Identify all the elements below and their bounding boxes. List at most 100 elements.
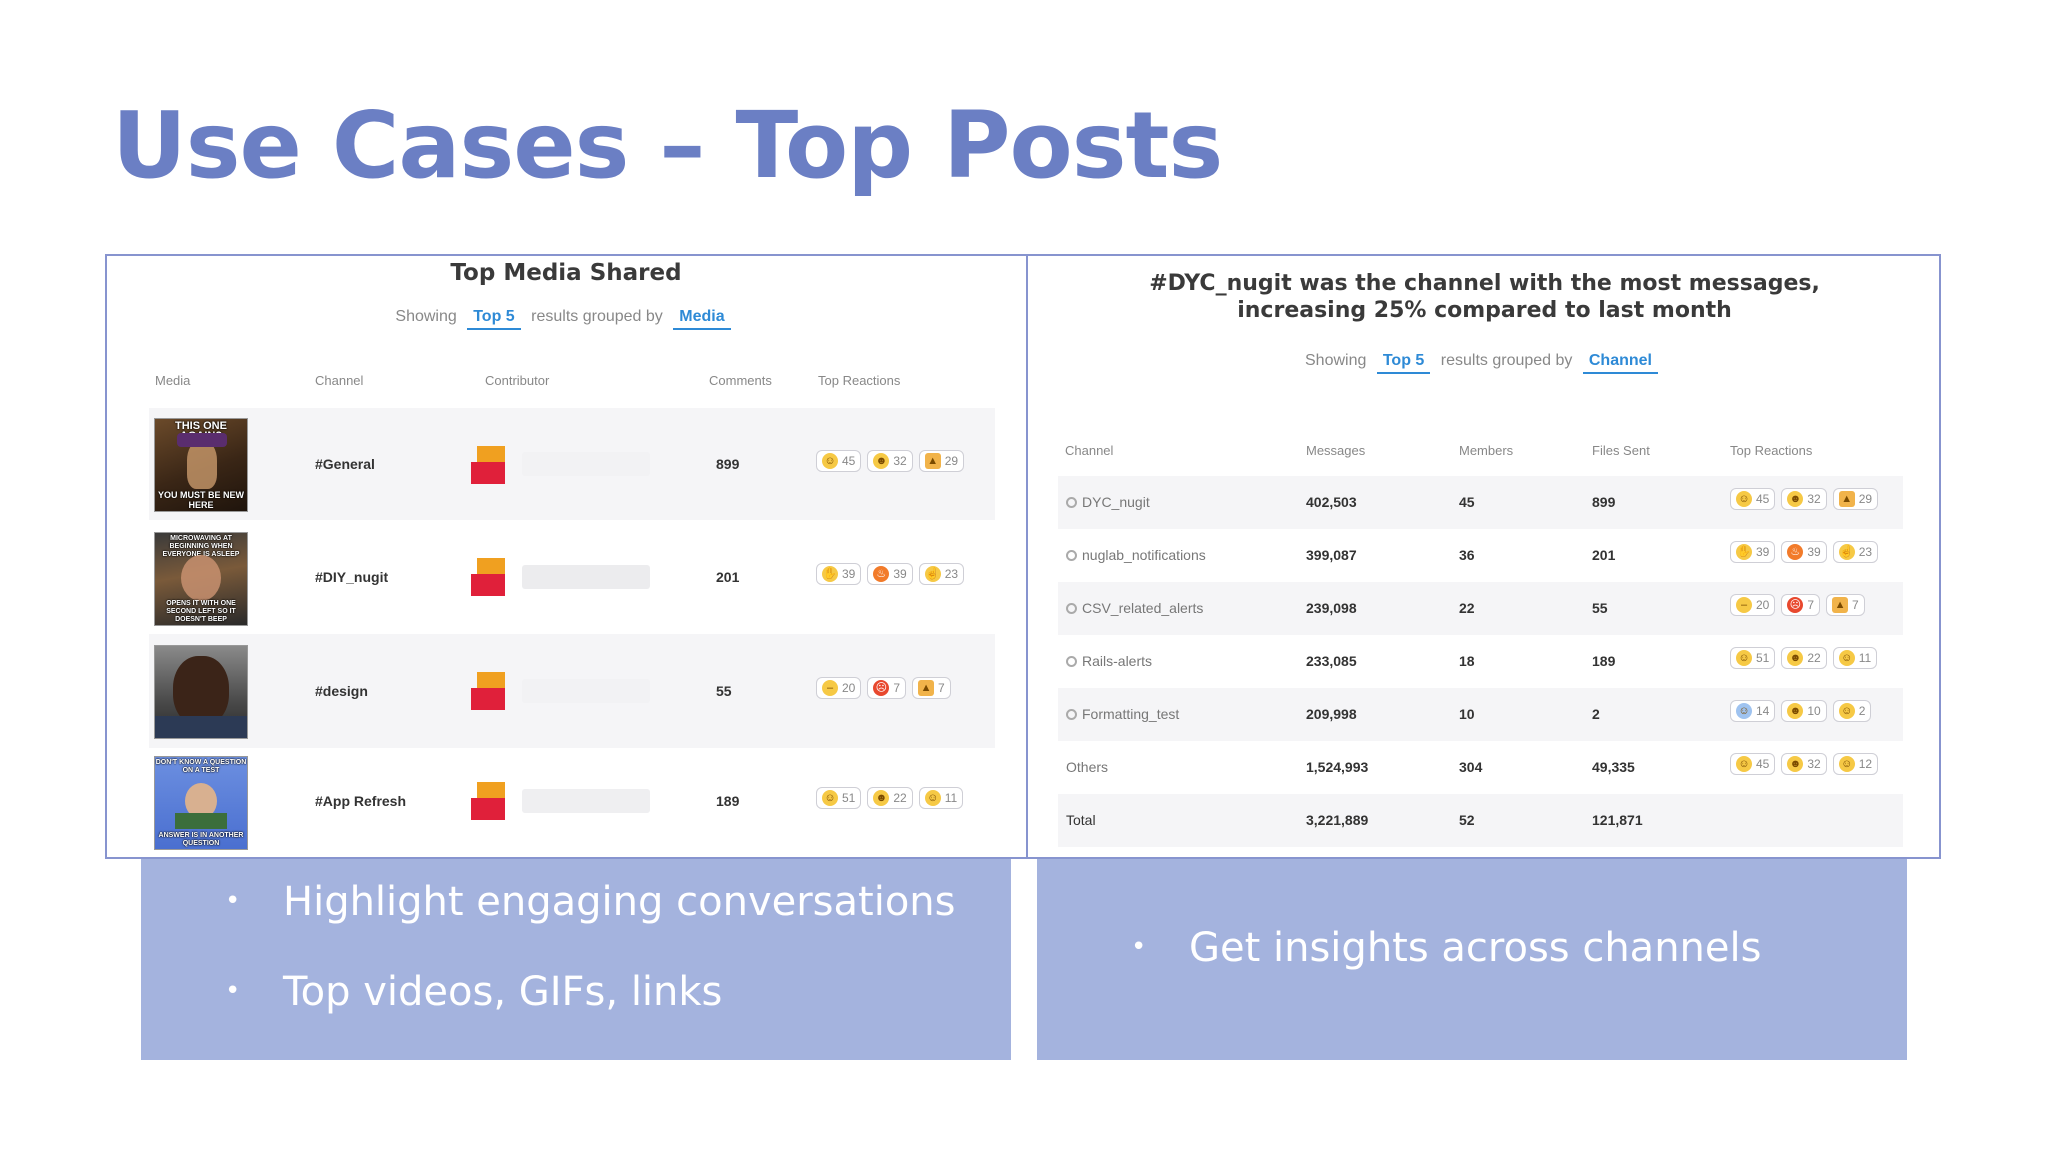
reaction-chip[interactable]: ☺ 51 (816, 787, 862, 809)
top-n-selector[interactable]: Top 5 (467, 308, 521, 330)
channel-name[interactable]: CSV_related_alerts (1066, 600, 1203, 616)
col-top-reactions-header: Top Reactions (1730, 443, 1813, 458)
group-by-selector[interactable]: Channel (1582, 352, 1658, 374)
channel-name[interactable]: #design (315, 683, 368, 699)
total-label: Total (1066, 812, 1096, 828)
reaction-chip[interactable]: ☻ 32 (1781, 488, 1827, 510)
angry-emoji-icon: ☹ (873, 680, 890, 696)
table-row[interactable]: Rails-alerts 233,085 18 189 ☺ 51 ☻ 22 ☺ 11 (1058, 635, 1903, 688)
channel-messages-panel: #DYC_nugit was the channel with the most… (1028, 256, 1941, 857)
reaction-chip[interactable]: ☺ 11 (1832, 647, 1878, 669)
reaction-chip[interactable]: ♨ 39 (1781, 541, 1827, 563)
contributor-avatar (471, 556, 513, 598)
media-thumbnail[interactable] (154, 645, 248, 739)
reaction-chip[interactable]: ▲ 7 (1826, 594, 1865, 616)
title-line-2: increasing 25% compared to last month (1237, 298, 1732, 323)
table-row[interactable]: Formatting_test 209,998 10 2 ☺ 14 ☻ 10 ☺ 2 (1058, 688, 1903, 741)
channel-icon (1066, 550, 1077, 561)
channel-messages-title: #DYC_nugit was the channel with the most… (1028, 270, 1941, 324)
channel-name[interactable]: Rails-alerts (1066, 653, 1152, 669)
reaction-chip[interactable]: ✋ 39 (1730, 541, 1776, 563)
reaction-chip[interactable]: ☻ 32 (1781, 753, 1827, 775)
fire-emoji-icon: ♨ (873, 566, 890, 582)
clapping-emoji-icon: ✋ (1736, 544, 1752, 560)
channel-name[interactable]: nuglab_notifications (1066, 547, 1206, 563)
reaction-chip[interactable]: –20 (816, 677, 862, 699)
col-media-header: Media (155, 373, 191, 388)
reaction-chip[interactable]: ▲ 7 (912, 677, 951, 699)
reaction-chip[interactable]: ☺ 11 (918, 787, 964, 809)
reaction-chip[interactable]: –20 (1730, 594, 1776, 616)
table-row[interactable]: MICROWAVING AT BEGINNING WHEN EVERYONE I… (149, 520, 995, 634)
channel-icon (1066, 709, 1077, 720)
messages-count: 239,098 (1306, 600, 1357, 616)
top-media-panel: Top Media Shared Showing Top 5 results g… (107, 256, 1025, 857)
bullet-dot-icon: • (225, 886, 241, 916)
channel-name[interactable]: Formatting_test (1066, 706, 1179, 722)
reaction-chip[interactable]: ☻ 10 (1781, 700, 1827, 722)
files-sent-count: 201 (1592, 547, 1616, 563)
table-row[interactable]: DON'T KNOW A QUESTION ON A TEST ANSWER I… (149, 748, 995, 858)
reaction-chip[interactable]: ☺ 45 (1730, 753, 1776, 775)
table-row[interactable]: DYC_nugit 402,503 45 899 ☺ 45 ☻ 32 ▲ 29 (1058, 476, 1903, 529)
group-by-selector[interactable]: Media (673, 308, 731, 330)
contributor-name-redacted (522, 452, 650, 476)
meme-caption-bottom: OPENS IT WITH ONE SECOND LEFT SO IT DOES… (166, 600, 236, 623)
praying-hands-emoji-icon: ▲ (918, 680, 935, 696)
contributor-avatar (471, 444, 513, 486)
showing-prefix: Showing (395, 308, 457, 325)
laughing-emoji-icon: ☺ (1736, 650, 1752, 666)
files-sent-count: 49,335 (1592, 759, 1635, 775)
top-n-selector[interactable]: Top 5 (1376, 352, 1431, 374)
channel-name[interactable]: DYC_nugit (1066, 494, 1150, 510)
reaction-chip[interactable]: ☺ 45 (1730, 488, 1776, 510)
reaction-chip[interactable]: ☺ 45 (816, 450, 862, 472)
reaction-chip[interactable]: ☝ 23 (918, 563, 965, 585)
nerd-emoji-icon: ☺ (924, 790, 941, 806)
channel-name[interactable]: #App Refresh (315, 793, 407, 809)
sunglasses-emoji-icon: ☻ (1787, 756, 1804, 772)
reaction-chip[interactable]: ☺ 51 (1730, 647, 1776, 669)
channel-name[interactable]: #General (315, 456, 375, 472)
laughing-emoji-icon: ☺ (1736, 491, 1752, 507)
reaction-chip[interactable]: ☻ 22 (867, 787, 913, 809)
reaction-chip[interactable]: ▲ 29 (918, 450, 965, 472)
media-thumbnail[interactable]: DON'T KNOW A QUESTION ON A TEST ANSWER I… (154, 756, 248, 850)
reaction-chip[interactable]: ☻ 32 (867, 450, 913, 472)
reaction-list: ✋ 39 ♨ 39 ☝ 23 (816, 563, 965, 585)
reaction-chip[interactable]: ♨ 39 (867, 563, 913, 585)
table-row[interactable]: CSV_related_alerts 239,098 22 55 –20 ☹ 7 … (1058, 582, 1903, 635)
messages-count: 233,085 (1306, 653, 1357, 669)
reaction-chip[interactable]: ☝ 23 (1832, 541, 1879, 563)
table-row[interactable]: THIS ONE AGAIN? YOU MUST BE NEW HERE #Ge… (149, 408, 995, 520)
contributor-name-redacted (522, 679, 650, 703)
members-count: 10 (1459, 706, 1475, 722)
channel-name[interactable]: #DIY_nugit (315, 569, 389, 585)
reaction-chip[interactable]: ▲ 29 (1832, 488, 1879, 510)
reaction-chip[interactable]: ✋ 39 (816, 563, 862, 585)
media-thumbnail[interactable]: MICROWAVING AT BEGINNING WHEN EVERYONE I… (154, 532, 248, 626)
sunglasses-emoji-icon: ☻ (1787, 491, 1804, 507)
grinning-emoji-icon: ☺ (1838, 756, 1855, 772)
contributor-avatar (471, 780, 513, 822)
reaction-chip[interactable]: ☺ 14 (1730, 700, 1776, 722)
bullets-right-box: • Get insights across channels (1037, 859, 1907, 1060)
reaction-chip[interactable]: ☺ 12 (1832, 753, 1879, 775)
reaction-chip[interactable]: ☹ 7 (867, 677, 907, 699)
reaction-chip[interactable]: ☻ 22 (1781, 647, 1827, 669)
bullet-dot-icon: • (225, 976, 241, 1006)
media-thumbnail[interactable]: THIS ONE AGAIN? YOU MUST BE NEW HERE (154, 418, 248, 512)
files-sent-count: 2 (1592, 706, 1600, 722)
reaction-list: ☺ 14 ☻ 10 ☺ 2 (1730, 700, 1872, 722)
sunglasses-emoji-icon: ☻ (1787, 703, 1804, 719)
reaction-chip[interactable]: ☺ 2 (1832, 700, 1872, 722)
messages-count: 402,503 (1306, 494, 1357, 510)
reaction-chip[interactable]: ☹ 7 (1781, 594, 1821, 616)
table-row[interactable]: nuglab_notifications 399,087 36 201 ✋ 39 … (1058, 529, 1903, 582)
expressionless-emoji-icon: – (1736, 597, 1752, 613)
table-row[interactable]: #design 55 –20 ☹ 7 ▲ 7 (149, 634, 995, 748)
table-row[interactable]: Others 1,524,993 304 49,335 ☺ 45 ☻ 32 ☺ 12 (1058, 741, 1903, 794)
praying-hands-emoji-icon: ▲ (1838, 491, 1855, 507)
members-count: 45 (1459, 494, 1475, 510)
channel-name[interactable]: Others (1066, 759, 1109, 775)
